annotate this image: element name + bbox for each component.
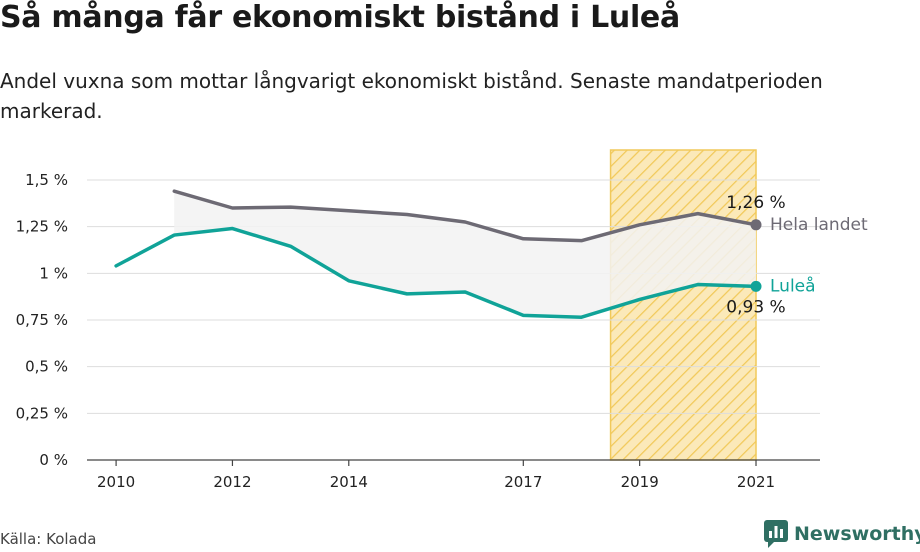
y-tick-label: 1,5 % (25, 171, 68, 189)
x-tick-label: 2010 (97, 473, 135, 491)
logo-text: Newsworthy (794, 523, 920, 545)
x-tick-label: 2019 (621, 473, 659, 491)
series-name-label: Luleå (770, 275, 816, 296)
newsworthy-logo: Newsworthy (764, 520, 920, 548)
chart-title: Så många får ekonomiskt bistånd i Luleå (0, 0, 680, 35)
chart-subtitle: Andel vuxna som mottar långvarigt ekonom… (0, 69, 823, 123)
x-tick-label: 2017 (504, 473, 542, 491)
chart-bubble-icon (764, 520, 788, 548)
series-line-lulea (114, 226, 758, 319)
y-tick-label: 0 % (39, 451, 68, 469)
y-tick-label: 1 % (39, 264, 68, 282)
y-tick-label: 1,25 % (16, 218, 68, 236)
series-value-label: 0,93 % (726, 297, 785, 317)
highlight-period (609, 149, 757, 461)
series-end-marker (750, 219, 762, 231)
x-tick-label: 2012 (213, 473, 251, 491)
source-note: Källa: Kolada (0, 530, 97, 548)
series-value-label: 1,26 % (726, 193, 785, 213)
series-end-marker (750, 280, 762, 292)
y-tick-label: 0,25 % (16, 404, 68, 422)
x-tick-label: 2021 (737, 473, 775, 491)
series-line-hela-landet (172, 189, 758, 243)
series-name-label: Hela landet (770, 215, 868, 235)
x-tick-label: 2014 (330, 473, 368, 491)
gap-area (174, 191, 757, 318)
y-tick-label: 0,75 % (16, 311, 68, 329)
y-tick-label: 0,5 % (25, 358, 68, 376)
